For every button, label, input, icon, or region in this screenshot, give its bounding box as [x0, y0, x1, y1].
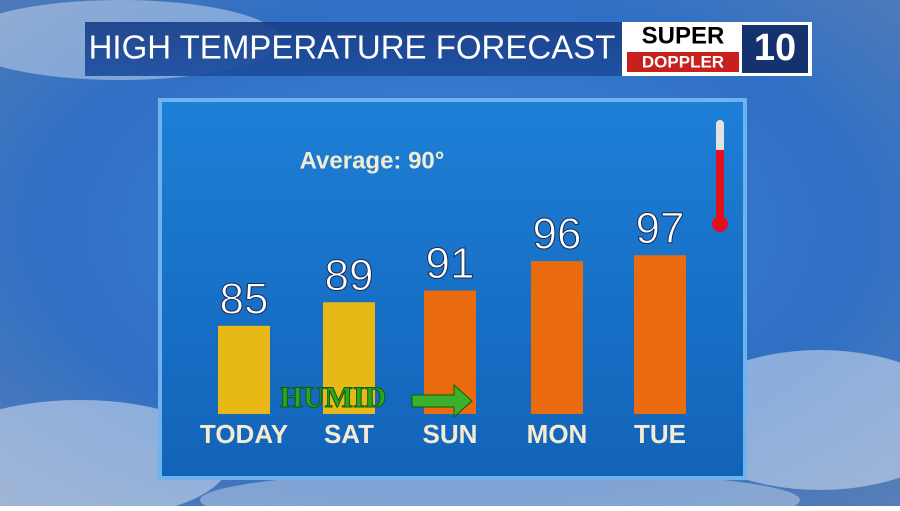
value-label: 89	[325, 251, 374, 300]
bars: 85 TODAY 89 SAT 91 SUN 96 MON 97 TUE	[200, 203, 686, 449]
title-bar	[85, 22, 625, 76]
humid-arrow	[411, 383, 473, 419]
logo-number: 10	[754, 27, 796, 69]
x-tick-label: SUN	[423, 419, 478, 449]
thermometer-bulb	[712, 216, 728, 232]
value-label: 85	[220, 274, 269, 323]
cloud	[200, 470, 800, 511]
bar	[424, 290, 476, 414]
value-label: 97	[636, 204, 685, 253]
value-label: 91	[426, 239, 475, 288]
x-tick-label: TUE	[634, 419, 686, 449]
humid-note: HUMID	[280, 381, 387, 414]
chart-title: HIGH TEMPERATURE FORECAST	[89, 29, 616, 66]
x-tick-label: TODAY	[200, 419, 288, 449]
x-tick-label: SAT	[324, 419, 374, 449]
bar	[218, 325, 270, 414]
logo-text: SUPER	[642, 22, 725, 49]
logo-badge	[742, 25, 808, 73]
bar	[323, 302, 375, 414]
annotation: Average: 90°	[300, 147, 445, 174]
logo-band	[627, 52, 739, 72]
bar	[634, 255, 686, 414]
value-label: 96	[533, 210, 582, 259]
logo-text: DOPPLER	[642, 52, 724, 71]
thermometer-fill	[716, 150, 724, 220]
bar	[531, 261, 583, 414]
x-tick-label: MON	[527, 419, 588, 449]
